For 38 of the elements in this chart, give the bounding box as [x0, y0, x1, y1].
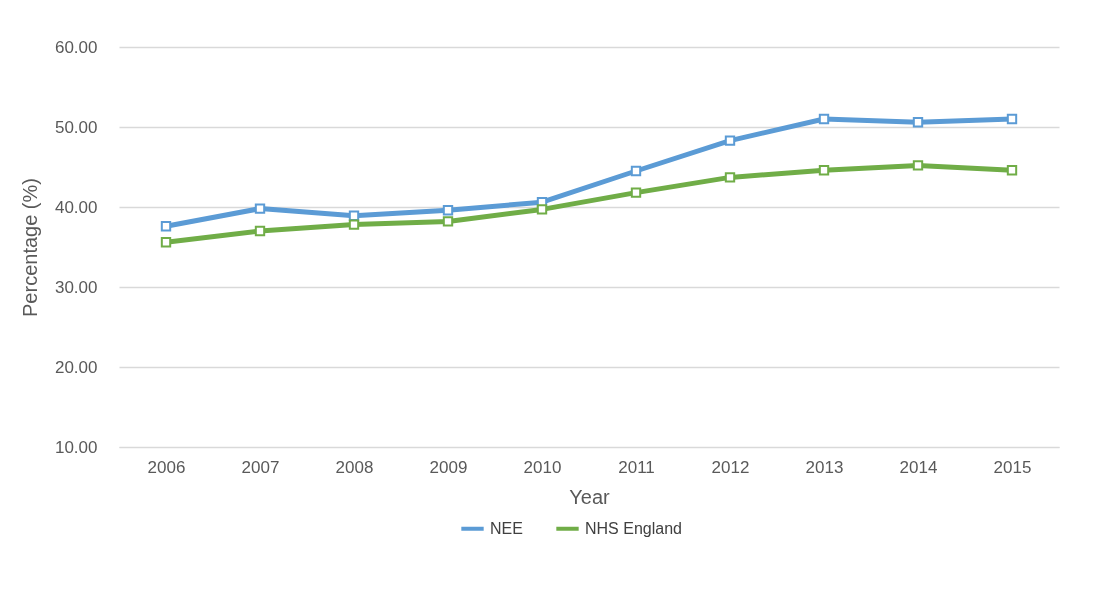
- y-tick-label: 60.00: [54, 37, 98, 57]
- x-axis-title: Year: [569, 485, 611, 508]
- point: [442, 205, 454, 216]
- y-tick-label: 30.00: [54, 277, 98, 297]
- point: [912, 160, 924, 171]
- y-tick-label: 10.00: [54, 437, 98, 457]
- y-tick-label: 20.00: [54, 357, 98, 377]
- point: [254, 203, 266, 214]
- point: [818, 113, 830, 125]
- legend-label: NHS England: [585, 519, 682, 537]
- x-tick-label: 2012: [711, 457, 750, 477]
- y-tick-label: 40.00: [54, 197, 98, 217]
- point: [442, 216, 454, 227]
- y-tick-label: 50.00: [54, 117, 98, 137]
- point: [818, 165, 830, 176]
- x-tick-label: 2013: [805, 457, 844, 477]
- point: [160, 237, 172, 248]
- point: [536, 204, 548, 215]
- x-tick-label: 2015: [993, 457, 1032, 477]
- point: [912, 117, 924, 128]
- x-tick-label: 2011: [618, 457, 655, 477]
- point: [1006, 165, 1018, 176]
- point: [1006, 113, 1018, 125]
- point: [254, 225, 266, 237]
- point: [724, 135, 736, 146]
- x-tick-label: 2008: [335, 457, 374, 477]
- x-tick-label: 2014: [899, 457, 938, 477]
- point: [630, 187, 642, 198]
- x-tick-label: 2010: [523, 457, 562, 477]
- point: [160, 221, 172, 232]
- x-tick-label: 2009: [429, 457, 468, 477]
- point: [724, 172, 736, 183]
- x-tick-label: 2007: [241, 457, 280, 477]
- point: [348, 219, 360, 230]
- x-tick-label: 2006: [147, 457, 186, 477]
- y-axis-title: Percentage (%): [18, 178, 41, 317]
- point: [630, 165, 642, 177]
- legend-label: NEE: [490, 519, 523, 537]
